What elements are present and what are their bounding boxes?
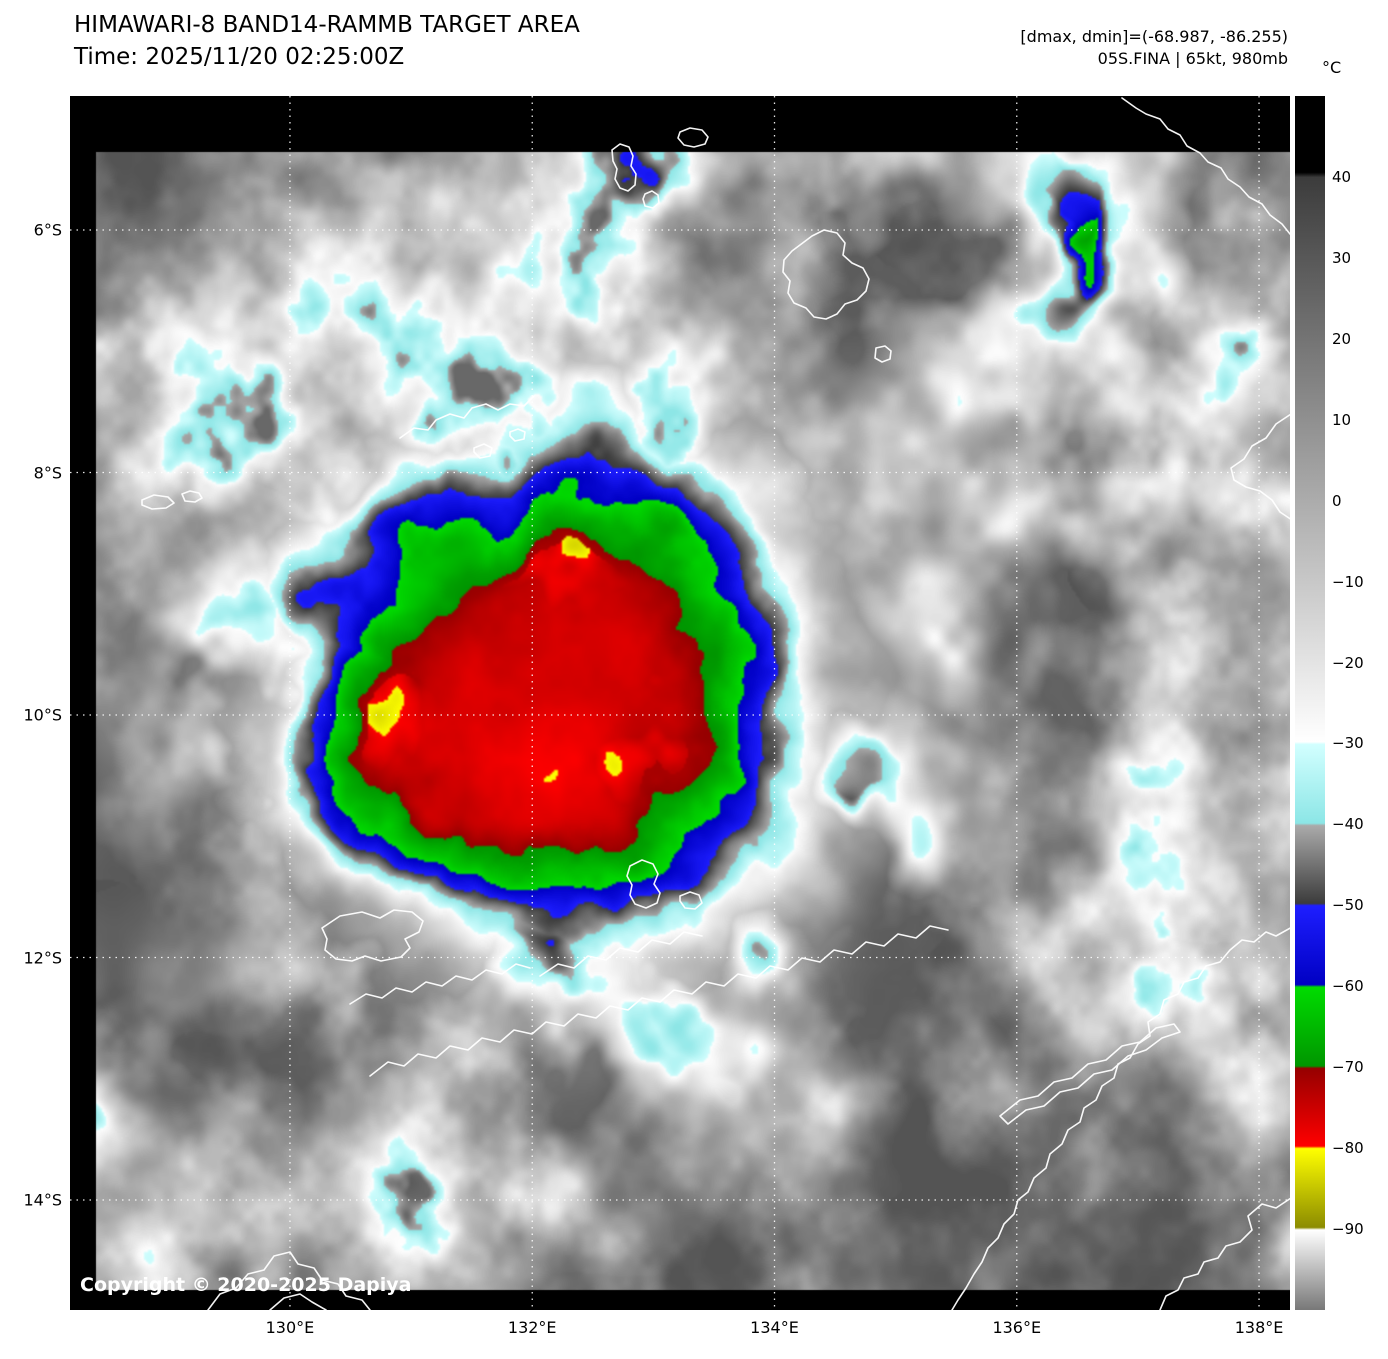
colorbar-tick--30: −30: [1332, 734, 1364, 753]
colorbar-tick-30: 30: [1332, 248, 1352, 267]
satellite-imagery: [70, 96, 1290, 1310]
colorbar-tick--20: −20: [1332, 653, 1364, 672]
lat-label-12s: 12°S: [23, 948, 62, 967]
colorbar-tick--80: −80: [1332, 1139, 1364, 1158]
colorbar-tick--70: −70: [1332, 1058, 1364, 1077]
colorbar-tick-40: 40: [1332, 167, 1352, 186]
colorbar-tick--40: −40: [1332, 815, 1364, 834]
temperature-colorbar: [1295, 96, 1325, 1310]
satellite-map: Copyright © 2020-2025 Dapiya: [70, 96, 1290, 1310]
header-meta: [dmax, dmin]=(-68.987, -86.255) 05S.FINA…: [1020, 26, 1288, 70]
colorbar-tick--60: −60: [1332, 977, 1364, 996]
lon-label-130e: 130°E: [265, 1318, 315, 1337]
lon-label-138e: 138°E: [1234, 1318, 1284, 1337]
colorbar-tick--10: −10: [1332, 572, 1364, 591]
lon-label-134e: 134°E: [750, 1318, 799, 1337]
storm-info: 05S.FINA | 65kt, 980mb: [1097, 49, 1288, 68]
colorbar-tick-20: 20: [1332, 329, 1352, 348]
product-title: HIMAWARI-8 BAND14-RAMMB TARGET AREA: [74, 12, 580, 38]
colorbar-tick--50: −50: [1332, 896, 1364, 915]
colorbar-tick--90: −90: [1332, 1220, 1364, 1239]
colorbar-tick-0: 0: [1332, 491, 1342, 510]
lat-label-10s: 10°S: [23, 705, 62, 725]
lat-label-6s: 6°S: [33, 220, 62, 240]
colorbar-tick-10: 10: [1332, 410, 1352, 429]
copyright-watermark: Copyright © 2020-2025 Dapiya: [80, 1274, 412, 1296]
lat-label-14s: 14°S: [23, 1190, 62, 1210]
lon-label-136e: 136°E: [992, 1318, 1042, 1337]
product-time: Time: 2025/11/20 02:25:00Z: [74, 44, 405, 70]
dmax-dmin-readout: [dmax, dmin]=(-68.987, -86.255): [1020, 27, 1288, 46]
colorbar-unit: °C: [1322, 58, 1342, 77]
lon-label-132e: 132°E: [507, 1318, 557, 1337]
lat-label-8s: 8°S: [33, 463, 62, 483]
